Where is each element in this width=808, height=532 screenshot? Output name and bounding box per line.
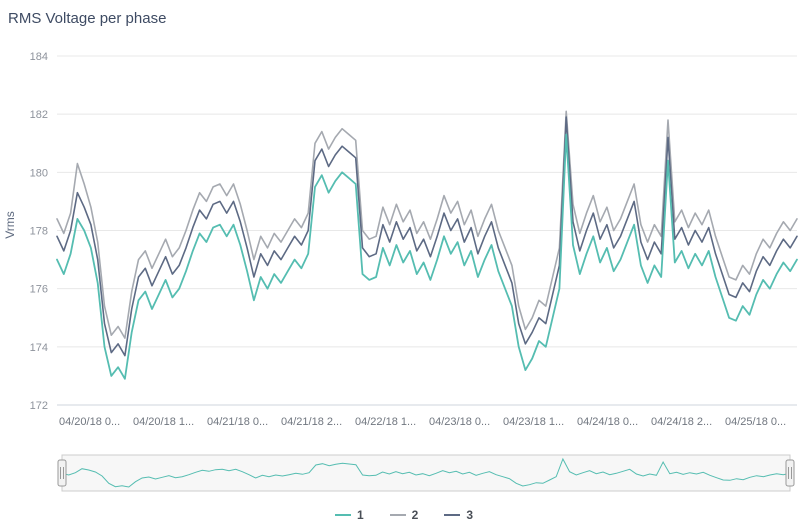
x-tick-label: 04/25/18 0... bbox=[725, 416, 786, 428]
y-tick-label: 184 bbox=[30, 51, 48, 63]
y-tick-label: 180 bbox=[30, 167, 48, 179]
x-tick-label: 04/24/18 2... bbox=[651, 416, 712, 428]
legend-item-series-2[interactable]: 2 bbox=[389, 508, 419, 522]
x-tick-label: 04/21/18 0... bbox=[207, 416, 268, 428]
x-tick-label: 04/21/18 2... bbox=[281, 416, 342, 428]
navigator-handle-right[interactable] bbox=[785, 459, 795, 487]
legend-label-series-3: 3 bbox=[466, 508, 474, 522]
y-tick-label: 172 bbox=[30, 400, 48, 412]
navigator[interactable] bbox=[0, 448, 808, 500]
x-tick-label: 04/20/18 0... bbox=[59, 416, 120, 428]
legend-marker-series-1-icon bbox=[334, 514, 351, 516]
y-tick-label: 176 bbox=[30, 284, 48, 296]
series-line-3 bbox=[56, 116, 798, 357]
chart-title: RMS Voltage per phase bbox=[8, 10, 167, 27]
x-tick-label: 04/23/18 1... bbox=[503, 416, 564, 428]
navigator-handle-left[interactable] bbox=[57, 459, 67, 487]
series-line-2 bbox=[56, 110, 798, 339]
legend-label-series-2: 2 bbox=[411, 508, 419, 522]
legend-item-series-3[interactable]: 3 bbox=[444, 508, 473, 522]
legend: 1 2 3 bbox=[0, 508, 808, 522]
series-line-1 bbox=[56, 133, 798, 380]
x-tick-label: 04/22/18 1... bbox=[355, 416, 416, 428]
x-tick-label: 04/24/18 0... bbox=[577, 416, 638, 428]
navigator-track[interactable] bbox=[61, 454, 791, 492]
legend-marker-series-3-icon bbox=[444, 514, 461, 516]
y-tick-label: 182 bbox=[30, 109, 48, 121]
x-tick-label: 04/20/18 1... bbox=[133, 416, 194, 428]
x-tick-label: 04/23/18 0... bbox=[429, 416, 490, 428]
main-chart: 172 174 176 178 180 182 184 04/20/18 0... 04/20/… bbox=[30, 51, 798, 428]
y-tick-label: 178 bbox=[30, 226, 48, 238]
legend-item-series-1[interactable]: 1 bbox=[334, 508, 364, 522]
navigator-series-line bbox=[61, 457, 791, 488]
legend-marker-series-2-icon bbox=[389, 514, 406, 516]
y-tick-label: 174 bbox=[30, 342, 48, 354]
legend-label-series-1: 1 bbox=[356, 508, 364, 522]
